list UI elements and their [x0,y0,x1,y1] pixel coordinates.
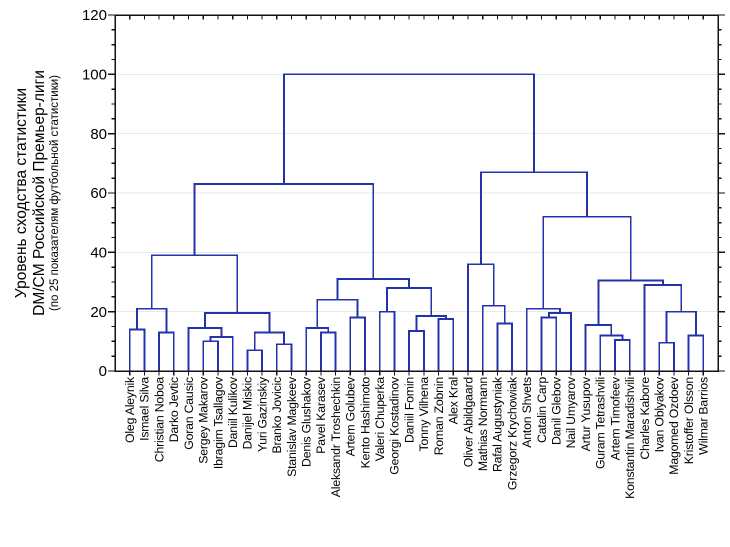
y-tick-label: 120 [82,7,107,24]
y-tick-label: 20 [90,304,107,321]
y-axis-title: Уровень сходства статистики DM/CM Россий… [13,70,61,316]
x-leaf-label: Alex Kral [447,377,461,424]
x-leaf-labels: Oleg Aleynik Ismael Silva Christian Noboa D… [123,376,711,499]
x-leaf-label: Oliver Abildgaard [461,377,475,468]
x-leaf-label: Darko Jevtic [167,377,181,442]
x-leaf-label: Artur Yusupov [579,376,593,451]
x-leaf-label: Aleksandr Troshechkin [329,377,343,498]
x-leaf-label: Sergey Makarov [197,376,211,464]
x-leaf-label: Grzegorz Krychowiak [505,376,519,490]
x-leaf-label: Danil Glebov [550,376,564,445]
x-leaf-label: Kento Hashimoto [358,377,372,469]
y-tick-label: 40 [90,245,107,262]
x-leaf-label: Guram Tetrashvili [594,377,608,469]
x-leaf-label: Nail Umyarov [564,376,578,448]
y-axis-title-line2: DM/CM Российской Премьер-лиги [31,70,48,316]
x-leaf-label: Wilmar Barrios [697,377,711,455]
x-leaf-label: Branko Jovicic [270,377,284,454]
x-leaf-label: Daniil Fomin [402,377,416,443]
x-leaf-label: Ismael Silva [138,377,152,441]
x-leaf-label: Goran Causic [182,377,196,450]
x-leaf-label: Georgi Kostadinov [388,376,402,475]
x-leaf-label: Ibragim Tsallagov [211,376,225,469]
x-leaf-label: Denis Glushakov [300,376,314,467]
x-leaf-label: Mathias Normann [476,377,490,471]
axis-ticks [108,14,725,376]
y-tick-label: 60 [90,185,107,202]
y-tick-labels: 0 20 40 60 80 100 120 [82,7,107,380]
dendrogram-links [128,73,705,371]
x-leaf-label: Catalin Carp [535,377,549,443]
y-tick-label: 80 [90,126,107,143]
x-leaf-label: Artem Golubev [344,376,358,456]
x-leaf-label: Oleg Aleynik [123,376,137,443]
x-leaf-label: Konstantin Maradishvili [623,377,637,499]
x-leaf-label: Danijel Miskic [241,377,255,449]
x-leaf-label: Kristoffer Olsson [682,377,696,465]
x-leaf-label: Artem Timofeev [608,376,622,460]
x-leaf-label: Rafal Augustyniak [491,376,505,472]
x-leaf-label: Magomed Ozdoev [667,376,681,475]
x-leaf-label: Christian Noboa [152,377,166,463]
x-leaf-label: Tonny Vilhena [417,377,431,452]
x-leaf-label: Daniil Kulikov [226,376,240,448]
x-leaf-label: Pavel Karasev [314,376,328,454]
y-tick-label: 0 [99,363,107,380]
x-leaf-label: Roman Zobnin [432,377,446,456]
gridlines [115,73,718,313]
y-axis-title-line1: Уровень сходства статистики [13,88,30,298]
x-leaf-label: Stanislav Magkeev [285,376,299,477]
x-leaf-label: Charles Kabore [638,377,652,460]
x-leaf-label: Anton Shvets [520,377,534,448]
x-leaf-label: Yuri Gazinskiy [255,376,269,452]
y-axis-title-line3: (по 25 показателям футбольной статистики… [49,75,61,311]
x-leaf-label: Valeri Chuperka [373,377,387,462]
x-leaf-label: Ivan Oblyakov [653,376,667,452]
y-tick-label: 100 [82,67,107,84]
